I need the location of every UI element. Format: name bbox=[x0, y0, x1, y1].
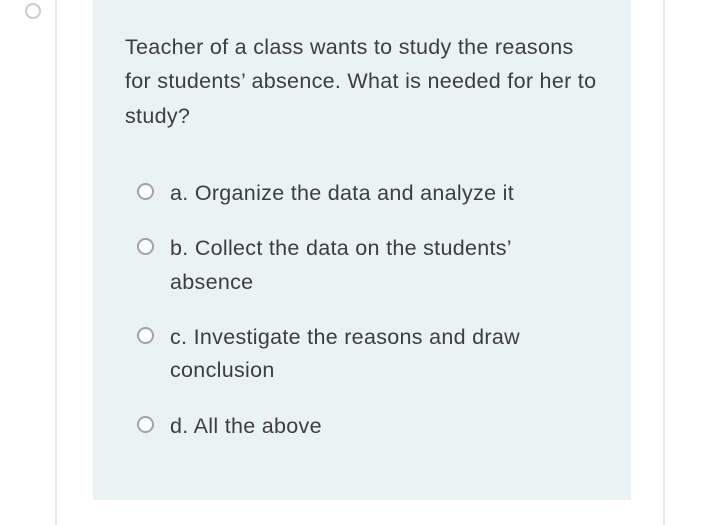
right-divider bbox=[663, 0, 665, 525]
timeline-marker bbox=[25, 3, 41, 19]
option-c-text: Investigate the reasons and draw conclus… bbox=[170, 325, 520, 382]
option-d[interactable]: d. All the above bbox=[137, 410, 599, 443]
option-b-label: b. Collect the data on the students’ abs… bbox=[170, 232, 599, 299]
options-list: a. Organize the data and analyze it b. C… bbox=[125, 177, 599, 443]
radio-d[interactable] bbox=[137, 416, 154, 433]
radio-a[interactable] bbox=[137, 183, 154, 200]
option-b-text: Collect the data on the students’ absenc… bbox=[170, 236, 511, 293]
question-card: Teacher of a class wants to study the re… bbox=[93, 0, 631, 500]
option-a[interactable]: a. Organize the data and analyze it bbox=[137, 177, 599, 210]
option-c[interactable]: c. Investigate the reasons and draw conc… bbox=[137, 321, 599, 388]
option-c-prefix: c. bbox=[170, 325, 187, 349]
option-a-label: a. Organize the data and analyze it bbox=[170, 177, 514, 210]
question-text: Teacher of a class wants to study the re… bbox=[125, 30, 599, 133]
option-d-prefix: d. bbox=[170, 414, 189, 438]
option-a-prefix: a. bbox=[170, 181, 189, 205]
radio-b[interactable] bbox=[137, 238, 154, 255]
option-b[interactable]: b. Collect the data on the students’ abs… bbox=[137, 232, 599, 299]
option-d-label: d. All the above bbox=[170, 410, 322, 443]
radio-c[interactable] bbox=[137, 327, 154, 344]
left-divider bbox=[55, 0, 57, 525]
option-b-prefix: b. bbox=[170, 236, 189, 260]
option-c-label: c. Investigate the reasons and draw conc… bbox=[170, 321, 599, 388]
option-d-text: All the above bbox=[194, 414, 322, 438]
option-a-text: Organize the data and analyze it bbox=[195, 181, 514, 205]
